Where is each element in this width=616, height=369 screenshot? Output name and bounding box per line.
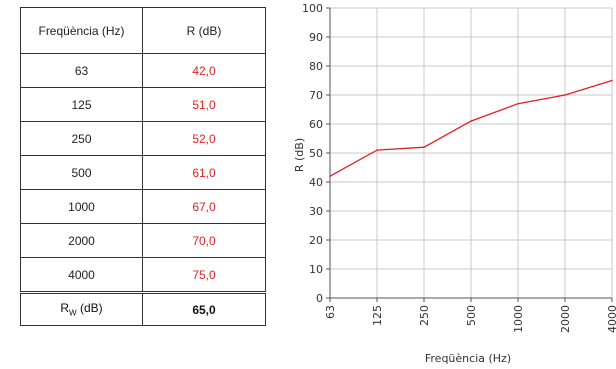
table-row: 2000 70,0	[20, 223, 266, 258]
x-tick-label: 125	[371, 305, 384, 326]
grid	[330, 7, 613, 298]
table-row: 250 52,0	[20, 121, 266, 156]
r-value-cell: 67,0	[142, 189, 266, 224]
axes	[326, 7, 613, 302]
results-table: Freqüència (Hz) R (dB) 63 42,0 125 51,0 …	[20, 7, 266, 326]
y-tick-label: 70	[309, 89, 323, 102]
x-tick-label: 1000	[512, 305, 525, 333]
rw-row: RW (dB) 65,0	[20, 291, 266, 326]
frequency-cell: 500	[20, 155, 143, 190]
frequency-cell: 4000	[20, 257, 143, 293]
data-point	[470, 120, 472, 122]
x-tick-label: 500	[465, 305, 478, 326]
table-row: 500 61,0	[20, 155, 266, 190]
rw-label: RW (dB)	[20, 291, 143, 326]
data-point	[517, 102, 519, 105]
y-tick-label: 60	[309, 118, 323, 131]
frequency-cell: 250	[20, 121, 143, 156]
x-tick-label: 250	[418, 305, 431, 326]
table-header-row: Freqüència (Hz) R (dB)	[20, 7, 266, 54]
r-value-cell: 70,0	[142, 223, 266, 258]
r-value-cell: 61,0	[142, 155, 266, 190]
table-row: 1000 67,0	[20, 189, 266, 224]
r-value-cell: 51,0	[142, 87, 266, 122]
data-point	[376, 149, 378, 151]
series	[329, 79, 613, 177]
r-value-cell: 75,0	[142, 257, 266, 293]
rw-label-main: R	[60, 301, 70, 316]
table-row: 125 51,0	[20, 87, 266, 122]
header-r-db: R (dB)	[142, 7, 266, 54]
y-tick-label: 20	[309, 234, 323, 247]
x-tick-labels: 63 125 250 500 1000 2000 4000	[324, 305, 616, 333]
y-axis-title: R (dB)	[293, 138, 306, 172]
y-tick-label: 50	[309, 147, 323, 160]
x-tick-label: 63	[324, 305, 337, 319]
rw-value: 65,0	[142, 291, 266, 326]
y-tick-labels: 0 10 20 30 40 50 60 70 80 90 100	[302, 2, 323, 305]
y-tick-label: 80	[309, 60, 323, 73]
y-tick-label: 30	[309, 205, 323, 218]
frequency-cell: 63	[20, 53, 143, 88]
rw-label-subscript: W	[69, 308, 77, 318]
y-tick-label: 100	[302, 2, 323, 15]
data-point	[564, 94, 566, 96]
header-frequency: Freqüència (Hz)	[20, 7, 143, 54]
line-chart: 0 10 20 30 40 50 60 70 80 90 100 63 125 250 500 1000 20…	[293, 2, 616, 365]
x-tick-label: 4000	[606, 305, 616, 333]
r-value-cell: 52,0	[142, 121, 266, 156]
data-point	[611, 79, 613, 82]
table-row: 63 42,0	[20, 53, 266, 88]
y-tick-label: 0	[316, 292, 323, 305]
data-point	[329, 175, 331, 177]
x-axis-title: Freqüència (Hz)	[425, 352, 511, 365]
y-tick-label: 90	[309, 31, 323, 44]
frequency-cell: 1000	[20, 189, 143, 224]
rw-label-unit: (dB)	[76, 301, 103, 316]
data-point	[423, 146, 425, 148]
r-value-cell: 42,0	[142, 53, 266, 88]
y-tick-label: 40	[309, 176, 323, 189]
frequency-cell: 125	[20, 87, 143, 122]
y-tick-label: 10	[309, 263, 323, 276]
frequency-cell: 2000	[20, 223, 143, 258]
table-row: 4000 75,0	[20, 257, 266, 293]
x-tick-label: 2000	[559, 305, 572, 333]
